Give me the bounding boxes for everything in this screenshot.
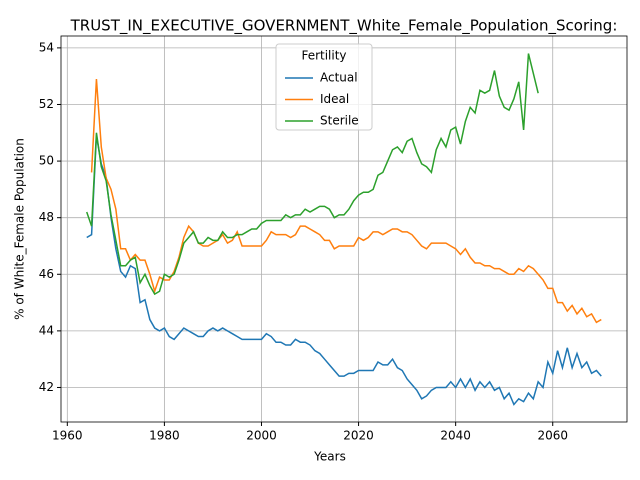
legend-label: Ideal [320, 92, 349, 106]
legend-label: Sterile [320, 114, 359, 128]
legend-box [275, 43, 373, 131]
series-line [86, 135, 602, 406]
legend-title: Fertility [301, 49, 346, 63]
series-line [90, 78, 602, 324]
x-tick-label: 1980 [149, 429, 180, 443]
y-axis-label: % of White_Female Population [13, 138, 27, 320]
x-tick-label: 2040 [440, 429, 471, 443]
chart-title: TRUST_IN_EXECUTIVE_GOVERNMENT_White_Fema… [70, 17, 618, 36]
y-tick-label: 46 [39, 267, 54, 281]
y-tick-label: 44 [39, 323, 54, 337]
y-tick-label: 48 [39, 210, 54, 224]
x-tick-label: 1960 [52, 429, 83, 443]
plot-frame [60, 35, 628, 423]
x-tick-label: 2060 [537, 429, 568, 443]
x-axis-label: Years [313, 450, 346, 464]
x-tick-label: 2000 [246, 429, 277, 443]
x-tick-label: 2020 [343, 429, 374, 443]
y-tick-label: 54 [39, 40, 54, 54]
series-line [86, 53, 539, 296]
y-tick-label: 42 [39, 380, 54, 394]
y-tick-label: 52 [39, 97, 54, 111]
y-tick-label: 50 [39, 154, 54, 168]
legend-label: Actual [320, 71, 358, 85]
